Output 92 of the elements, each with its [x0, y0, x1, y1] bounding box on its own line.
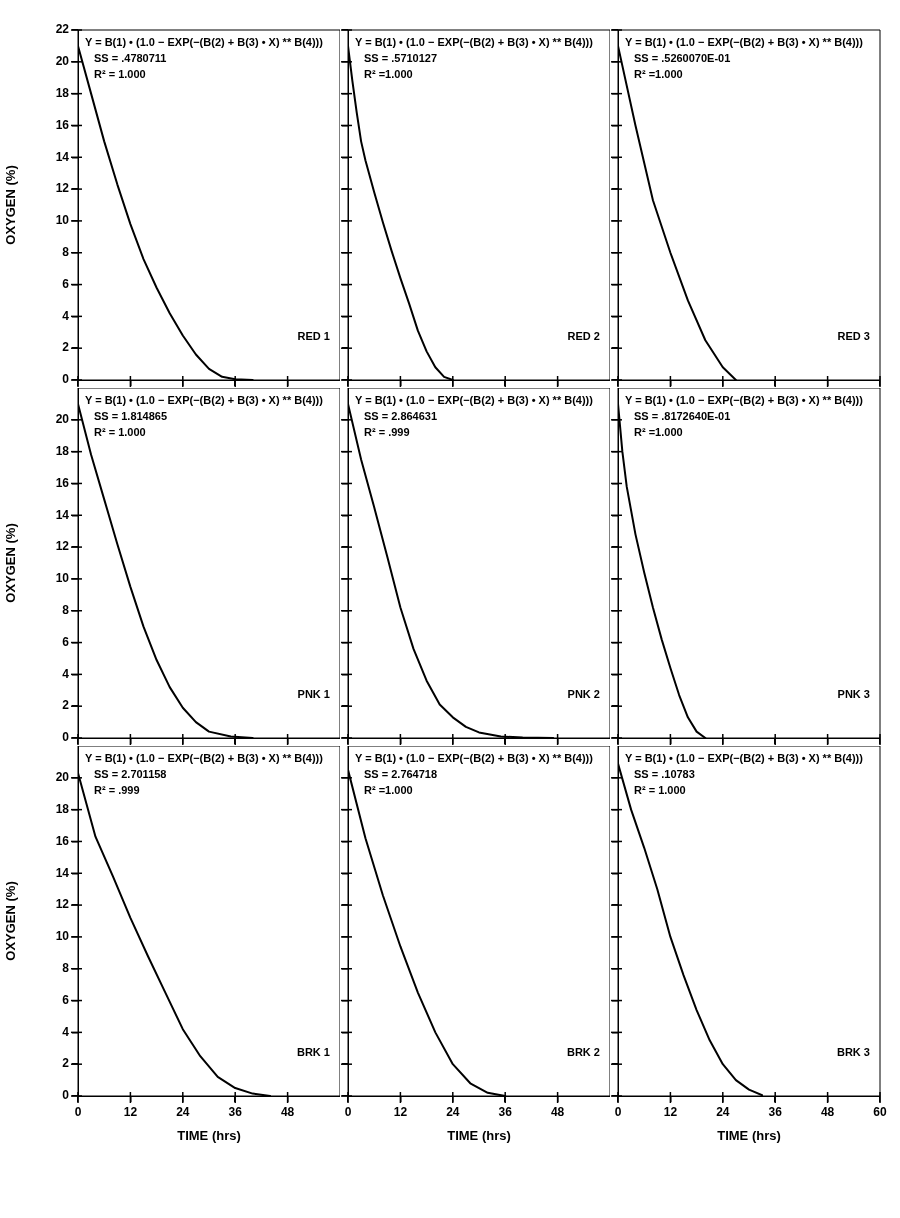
annotation: RED 2: [567, 330, 600, 342]
y-tick-label: 16: [55, 833, 70, 848]
y-tick-label: 22: [55, 22, 70, 37]
annotation: SS = 2.701158: [94, 768, 167, 780]
annotation: R² =1.000: [634, 68, 683, 80]
annotation: Y = B(1) • (1.0 − EXP(−(B(2) + B(3) • X) ** B(4))): [355, 394, 594, 406]
y-tick-label: 12: [55, 897, 70, 912]
annotation: SS = .10783: [634, 768, 695, 780]
annotation: R² = 1.000: [634, 784, 686, 796]
annotation: R² =1.000: [364, 784, 413, 796]
x-tick-label: 24: [446, 1104, 460, 1119]
y-tick-label: 20: [55, 770, 70, 785]
x-tick-label: 24: [716, 1104, 730, 1119]
annotation: PNK 3: [837, 688, 870, 700]
y-tick-label: 0: [62, 372, 70, 387]
y-tick-label: 10: [55, 213, 70, 228]
annotation: BRK 3: [836, 1046, 870, 1058]
y-tick-label: 12: [55, 539, 70, 554]
x-tick-label: 48: [820, 1104, 835, 1119]
y-tick-label: 20: [55, 54, 70, 69]
y-tick-label: 0: [62, 1088, 70, 1103]
x-tick-label: 60: [873, 1104, 887, 1119]
y-axis-title: OXYGEN (%): [3, 881, 19, 961]
x-tick-label: 24: [176, 1104, 190, 1119]
x-tick-label: 0: [614, 1104, 622, 1119]
annotation: SS = 1.814865: [94, 410, 168, 422]
y-tick-label: 8: [62, 603, 70, 618]
y-tick-label: 8: [62, 961, 70, 976]
annotation: SS = .5260070E-01: [634, 52, 731, 64]
annotation: Y = B(1) • (1.0 − EXP(−(B(2) + B(3) • X) ** B(4))): [85, 394, 324, 406]
y-tick-label: 2: [62, 340, 70, 355]
x-tick-label: 36: [768, 1104, 783, 1119]
x-axis-title: TIME (hrs): [447, 1127, 511, 1143]
y-tick-label: 8: [62, 245, 70, 260]
y-tick-label: 12: [55, 181, 70, 196]
x-axis-title: TIME (hrs): [717, 1127, 781, 1143]
y-tick-label: 6: [62, 276, 70, 291]
x-tick-label: 12: [393, 1104, 408, 1119]
annotation: R² = 1.000: [94, 426, 146, 438]
x-axis-title: TIME (hrs): [177, 1127, 241, 1143]
annotation: SS = 2.864631: [364, 410, 438, 422]
annotation: R² = .999: [364, 426, 410, 438]
annotation: SS = .5710127: [364, 52, 438, 64]
y-tick-label: 4: [62, 666, 70, 681]
annotation: R² =1.000: [634, 426, 683, 438]
annotation: Y = B(1) • (1.0 − EXP(−(B(2) + B(3) • X) ** B(4))): [625, 752, 864, 764]
annotation: Y = B(1) • (1.0 − EXP(−(B(2) + B(3) • X) ** B(4))): [85, 36, 324, 48]
annotation: R² = .999: [94, 784, 140, 796]
annotation: Y = B(1) • (1.0 − EXP(−(B(2) + B(3) • X) ** B(4))): [355, 752, 594, 764]
annotation: Y = B(1) • (1.0 − EXP(−(B(2) + B(3) • X) ** B(4))): [85, 752, 324, 764]
y-tick-label: 10: [55, 571, 70, 586]
x-tick-label: 48: [550, 1104, 565, 1119]
y-axis-title: OXYGEN (%): [3, 523, 19, 603]
y-axis-title: OXYGEN (%): [3, 165, 19, 245]
y-tick-label: 18: [55, 443, 70, 458]
y-tick-label: 18: [55, 85, 70, 100]
annotation: R² = 1.000: [94, 68, 146, 80]
x-tick-label: 36: [228, 1104, 243, 1119]
annotation: Y = B(1) • (1.0 − EXP(−(B(2) + B(3) • X) ** B(4))): [355, 36, 594, 48]
y-tick-label: 6: [62, 992, 70, 1007]
y-tick-label: 0: [62, 730, 70, 745]
y-tick-label: 4: [62, 308, 70, 323]
y-tick-label: 2: [62, 1056, 70, 1071]
y-tick-label: 14: [55, 149, 70, 164]
annotation: RED 1: [297, 330, 330, 342]
annotation: PNK 2: [567, 688, 600, 700]
y-tick-label: 14: [55, 865, 70, 880]
annotation: PNK 1: [297, 688, 330, 700]
x-tick-label: 0: [344, 1104, 352, 1119]
y-tick-label: 16: [55, 475, 70, 490]
annotation: SS = 2.764718: [364, 768, 438, 780]
y-tick-label: 2: [62, 698, 70, 713]
y-tick-label: 4: [62, 1024, 70, 1039]
annotation: R² =1.000: [364, 68, 413, 80]
annotation: Y = B(1) • (1.0 − EXP(−(B(2) + B(3) • X) ** B(4))): [625, 394, 864, 406]
annotation: RED 3: [837, 330, 870, 342]
x-tick-label: 0: [74, 1104, 82, 1119]
annotation: SS = .4780711: [94, 52, 167, 64]
annotation: SS = .8172640E-01: [634, 410, 731, 422]
y-tick-label: 6: [62, 634, 70, 649]
x-tick-label: 48: [280, 1104, 295, 1119]
x-tick-label: 36: [498, 1104, 513, 1119]
annotation: BRK 2: [566, 1046, 600, 1058]
y-tick-label: 20: [55, 412, 70, 427]
annotation: Y = B(1) • (1.0 − EXP(−(B(2) + B(3) • X) ** B(4))): [625, 36, 864, 48]
y-tick-label: 16: [55, 117, 70, 132]
x-tick-label: 12: [663, 1104, 678, 1119]
y-tick-label: 14: [55, 507, 70, 522]
y-tick-label: 18: [55, 801, 70, 816]
annotation: BRK 1: [296, 1046, 330, 1058]
x-tick-label: 12: [123, 1104, 138, 1119]
y-tick-label: 10: [55, 929, 70, 944]
